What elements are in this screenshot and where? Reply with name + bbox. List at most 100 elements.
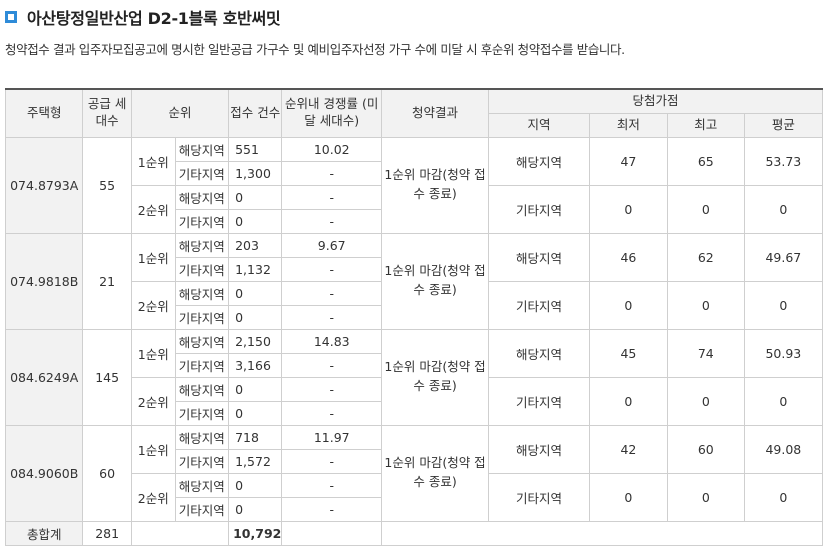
total-empty xyxy=(381,520,823,546)
cell-region: 기타지역 xyxy=(487,472,590,522)
cell-rank: 1순위 xyxy=(130,136,176,186)
cell-area: 기타지역 xyxy=(174,448,230,474)
cell-min: 0 xyxy=(588,280,668,330)
cell-avg: 0 xyxy=(743,280,823,330)
header-min: 최저 xyxy=(588,112,668,138)
table-body: 074.8793A 55 1순위 해당지역 551 10.02 1순위 마감(청약 접수 종… xyxy=(4,136,823,546)
cell-avg: 0 xyxy=(743,184,823,234)
cell-max: 60 xyxy=(666,424,745,474)
cell-area: 해당지역 xyxy=(174,136,230,162)
cell-avg: 0 xyxy=(743,472,823,522)
cell-count: 0 xyxy=(228,376,283,402)
cell-result: 1순위 마감(청약 접수 종료) xyxy=(381,232,489,330)
total-count: 10,792 xyxy=(228,520,283,546)
cell-area: 기타지역 xyxy=(174,400,230,426)
cell-max: 62 xyxy=(666,232,745,282)
cell-supply: 21 xyxy=(82,232,132,330)
cell-min: 42 xyxy=(588,424,668,474)
cell-ratio: - xyxy=(281,400,383,426)
cell-type: 084.9060B xyxy=(4,424,84,522)
cell-count: 2,150 xyxy=(228,328,283,354)
header-competition: 순위내 경쟁률 (미달 세대수) xyxy=(281,88,383,138)
cell-count: 0 xyxy=(228,280,283,306)
cell-area: 해당지역 xyxy=(174,280,230,306)
cell-ratio: 10.02 xyxy=(281,136,383,162)
cell-area: 해당지역 xyxy=(174,376,230,402)
cell-count: 551 xyxy=(228,136,283,162)
total-label: 총합계 xyxy=(4,520,84,546)
cell-area: 기타지역 xyxy=(174,256,230,282)
table-row: 기타지역 1,132- xyxy=(6,256,823,282)
cell-avg: 0 xyxy=(743,376,823,426)
cell-max: 65 xyxy=(666,136,745,186)
total-row: 총합계 281 10,792 xyxy=(4,520,823,546)
cell-ratio: - xyxy=(281,448,383,474)
cell-ratio: 14.83 xyxy=(281,328,383,354)
table-row: 2순위 해당지역 0- 기타지역 0 0 0 xyxy=(6,280,823,330)
cell-region: 기타지역 xyxy=(487,280,590,330)
cell-rank: 1순위 xyxy=(130,232,176,282)
cell-supply: 60 xyxy=(82,424,132,522)
cell-area: 기타지역 xyxy=(174,208,230,234)
cell-type: 084.6249A xyxy=(4,328,84,426)
header-supply: 공급 세대수 xyxy=(82,88,132,138)
cell-min: 46 xyxy=(588,232,668,282)
cell-ratio: - xyxy=(281,208,383,234)
cell-area: 해당지역 xyxy=(174,184,230,210)
cell-count: 3,166 xyxy=(228,352,283,378)
cell-count: 0 xyxy=(228,184,283,210)
table-row: 기타지역 0- xyxy=(6,496,823,522)
cell-region: 해당지역 xyxy=(487,328,590,378)
header-rank: 순위 xyxy=(130,88,230,138)
page-title: 아산탕정일반산업 D2-1블록 호반써밋 xyxy=(27,9,281,28)
cell-ratio: - xyxy=(281,376,383,402)
cell-region: 기타지역 xyxy=(487,376,590,426)
table-row: 084.6249A 145 1순위 해당지역 2,150 14.83 1순위 마감(청약 접… xyxy=(4,328,823,426)
cell-rank: 1순위 xyxy=(130,424,176,474)
cell-max: 0 xyxy=(666,472,745,522)
cell-ratio: 9.67 xyxy=(281,232,383,258)
cell-supply: 55 xyxy=(82,136,132,234)
cell-ratio: - xyxy=(281,256,383,282)
cell-ratio: - xyxy=(281,496,383,522)
cell-area: 기타지역 xyxy=(174,496,230,522)
cell-region: 해당지역 xyxy=(487,232,590,282)
total-supply: 281 xyxy=(82,520,132,546)
cell-avg: 49.08 xyxy=(743,424,823,474)
cell-count: 718 xyxy=(228,424,283,450)
cell-ratio: - xyxy=(281,352,383,378)
cell-region: 해당지역 xyxy=(487,136,590,186)
header-applicants: 접수 건수 xyxy=(228,88,283,138)
cell-max: 0 xyxy=(666,376,745,426)
cell-ratio: - xyxy=(281,160,383,186)
cell-rank: 2순위 xyxy=(130,280,176,330)
table-row: 기타지역 0- xyxy=(6,400,823,426)
cell-rank: 1순위 xyxy=(130,328,176,378)
table-row: 2순위 해당지역 0- 기타지역 0 0 0 xyxy=(6,376,823,426)
cell-count: 1,300 xyxy=(228,160,283,186)
cell-area: 해당지역 xyxy=(174,424,230,450)
total-empty xyxy=(281,520,383,546)
cell-count: 0 xyxy=(228,400,283,426)
cell-max: 0 xyxy=(666,184,745,234)
table-row: 기타지역 3,166- xyxy=(6,352,823,378)
cell-ratio: - xyxy=(281,280,383,306)
cell-count: 0 xyxy=(228,208,283,234)
cell-ratio: - xyxy=(281,304,383,330)
square-bullet-icon xyxy=(5,11,17,23)
cell-avg: 50.93 xyxy=(743,328,823,378)
cell-avg: 49.67 xyxy=(743,232,823,282)
cell-ratio: - xyxy=(281,184,383,210)
cell-avg: 53.73 xyxy=(743,136,823,186)
cell-type: 074.8793A xyxy=(4,136,84,234)
cell-min: 0 xyxy=(588,376,668,426)
cell-min: 47 xyxy=(588,136,668,186)
title-row: 아산탕정일반산업 D2-1블록 호반써밋 xyxy=(5,6,281,28)
cell-rank: 2순위 xyxy=(130,184,176,234)
cell-ratio: - xyxy=(281,472,383,498)
cell-supply: 145 xyxy=(82,328,132,426)
cell-area: 기타지역 xyxy=(174,352,230,378)
cell-area: 기타지역 xyxy=(174,304,230,330)
table-row: 074.8793A 55 1순위 해당지역 551 10.02 1순위 마감(청약 접수 종… xyxy=(4,136,823,234)
